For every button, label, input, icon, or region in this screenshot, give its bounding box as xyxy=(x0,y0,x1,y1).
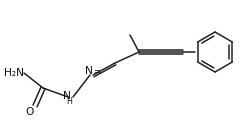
Text: H: H xyxy=(66,98,72,106)
Text: O: O xyxy=(26,107,34,117)
Text: H₂N: H₂N xyxy=(4,68,24,78)
Text: =: = xyxy=(93,67,101,77)
Text: N: N xyxy=(85,66,93,76)
Text: N: N xyxy=(63,91,71,101)
